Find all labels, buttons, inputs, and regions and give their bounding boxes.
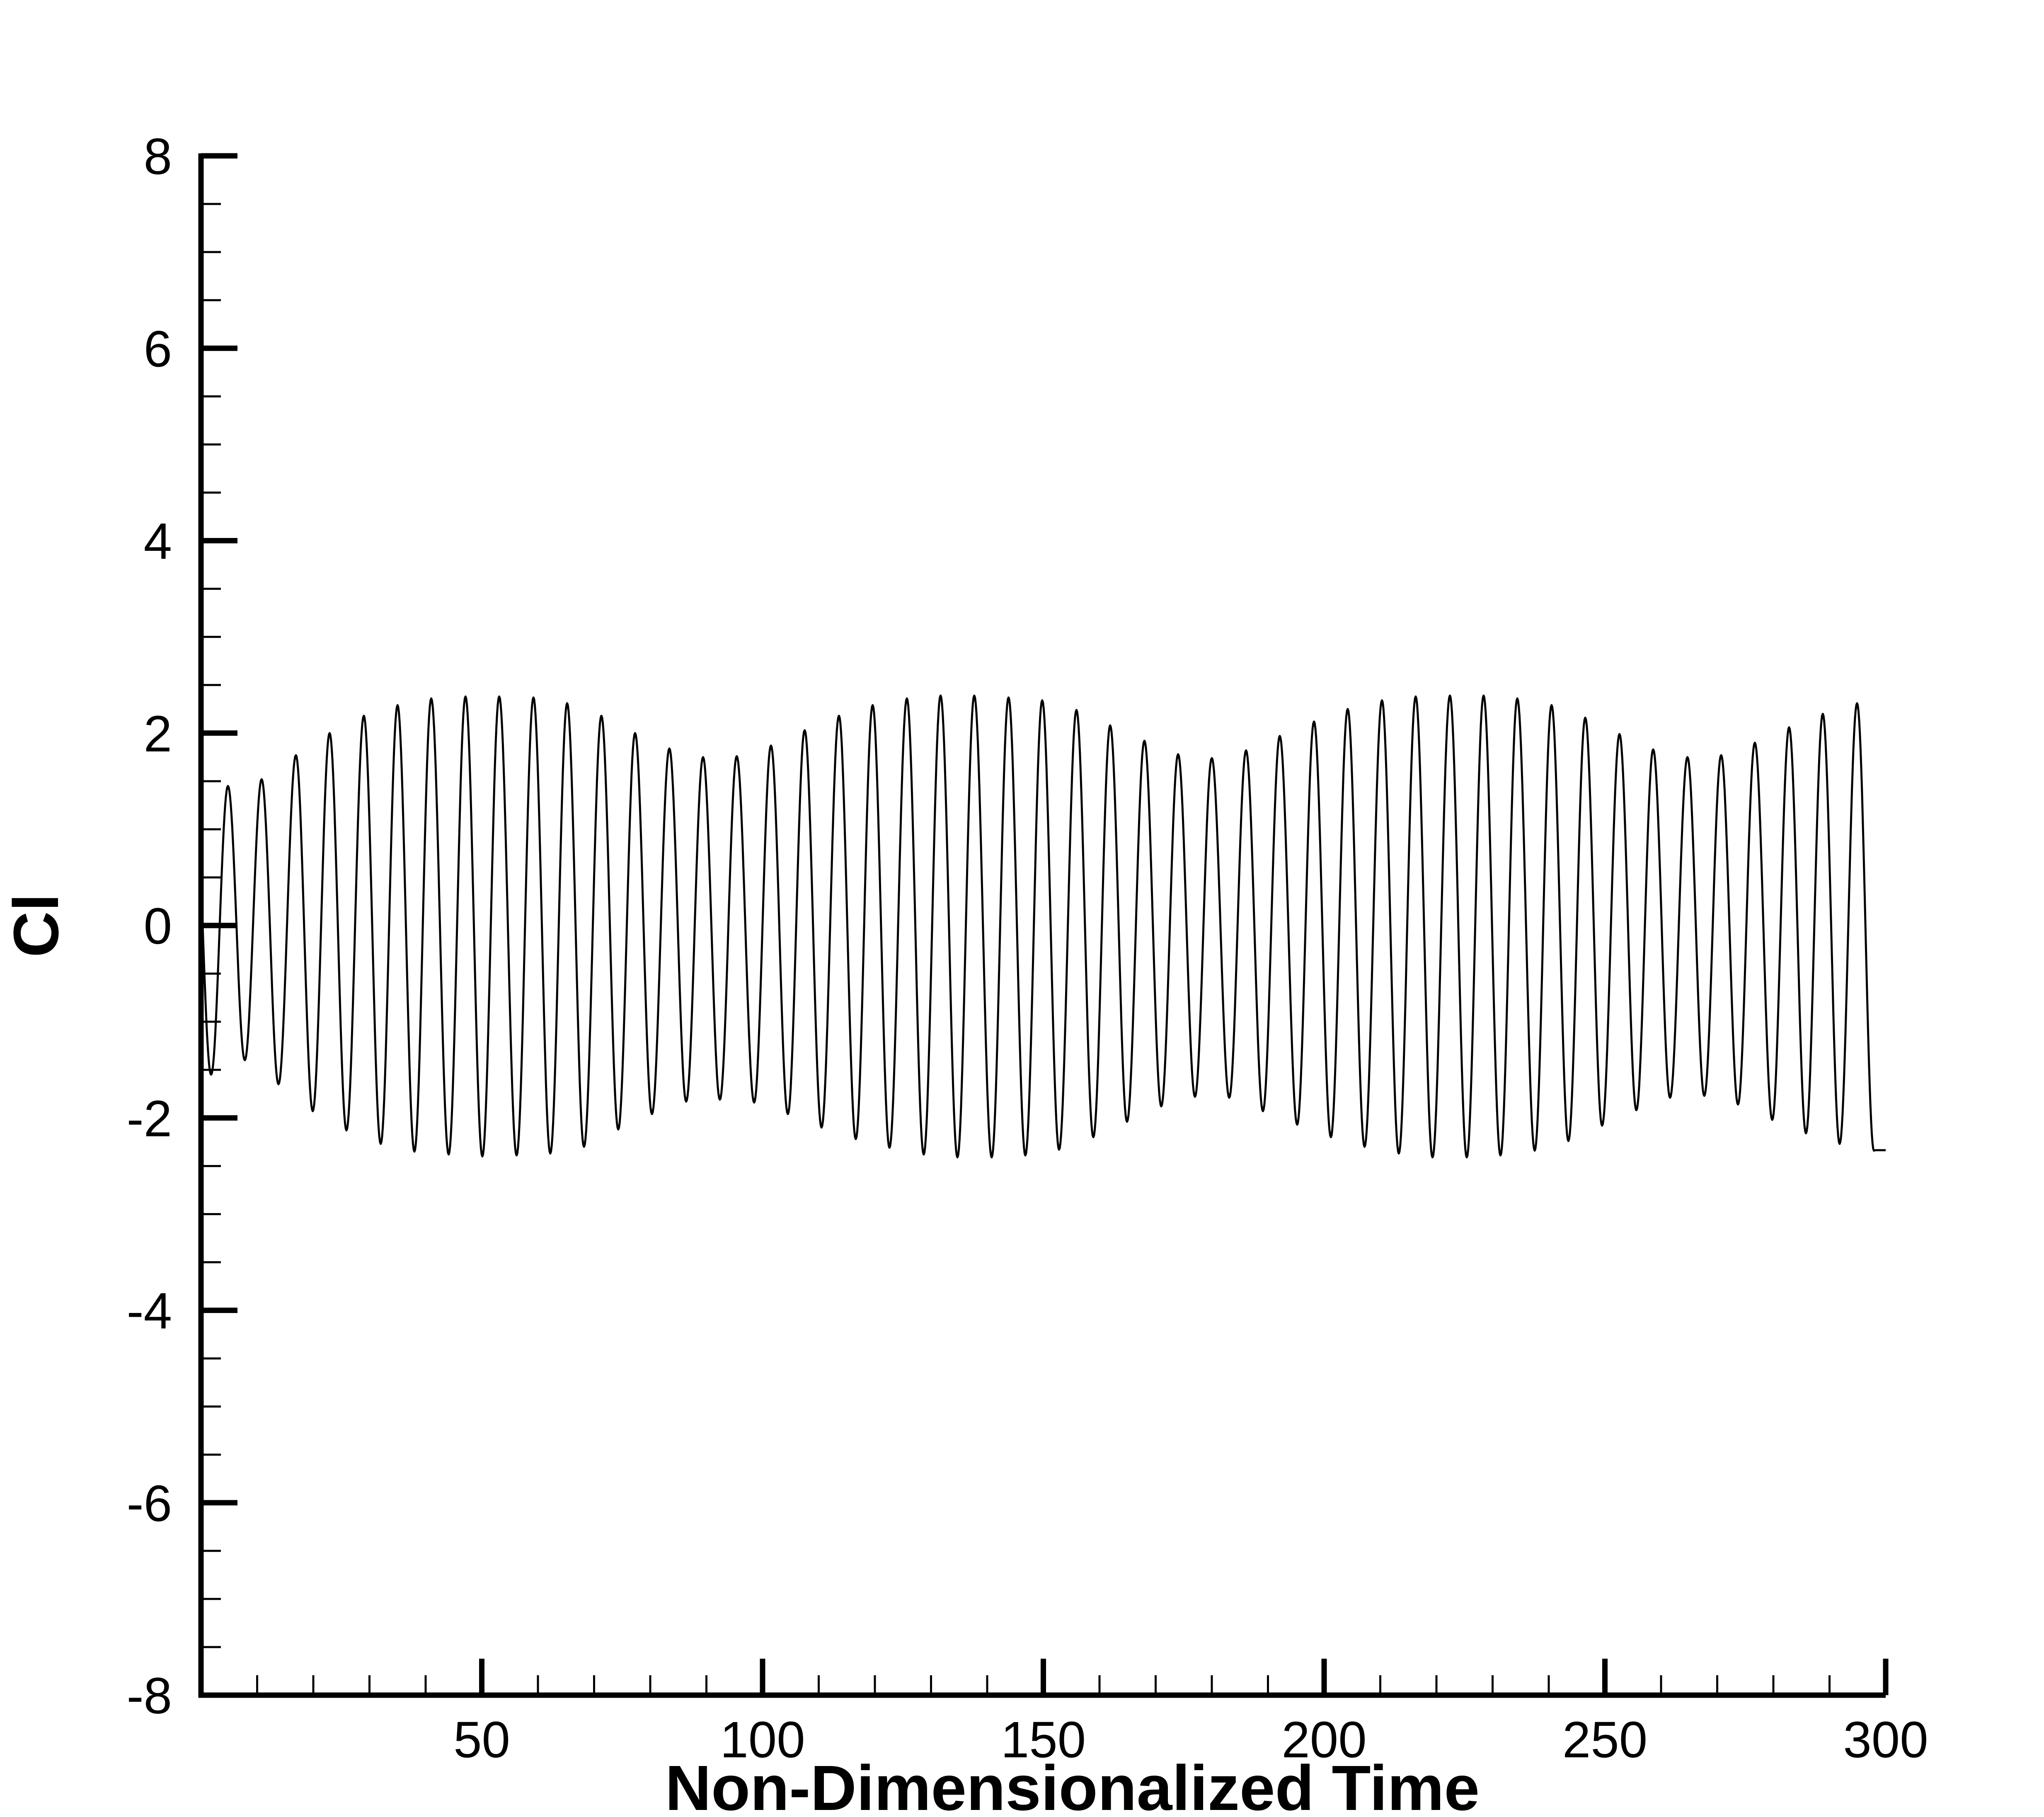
y-major-ticks (201, 153, 237, 1698)
y-tick-label: -2 (127, 1090, 172, 1147)
x-minor-ticks (256, 1675, 1831, 1695)
x-tick-label: 250 (1562, 1712, 1647, 1769)
x-tick-label: 200 (1281, 1712, 1366, 1769)
x-axis-title: Non-Dimensionalized Time (665, 1752, 1480, 1817)
y-minor-ticks (201, 203, 221, 1648)
y-tick-label: -6 (127, 1475, 172, 1532)
x-tick-labels: 50 100 150 200 250 300 (453, 1712, 1928, 1769)
y-tick-label: -4 (127, 1283, 172, 1340)
x-tick-label: 150 (1001, 1712, 1086, 1769)
y-axis-title: Cl (0, 894, 72, 957)
y-tick-label: 4 (144, 514, 172, 570)
y-tick-label: 6 (144, 321, 172, 378)
x-tick-label: 100 (720, 1712, 805, 1769)
x-tick-label: 50 (453, 1712, 510, 1769)
cl-series-line (200, 694, 1886, 1158)
y-tick-label: -8 (127, 1668, 172, 1725)
y-tick-label: 2 (144, 706, 172, 763)
y-tick-label: 0 (144, 898, 172, 955)
x-tick-label: 300 (1843, 1712, 1928, 1769)
y-tick-labels: -8 -6 -4 -2 0 2 4 6 8 (127, 128, 172, 1725)
x-major-ticks (479, 1659, 1889, 1695)
y-tick-label: 8 (144, 128, 172, 185)
